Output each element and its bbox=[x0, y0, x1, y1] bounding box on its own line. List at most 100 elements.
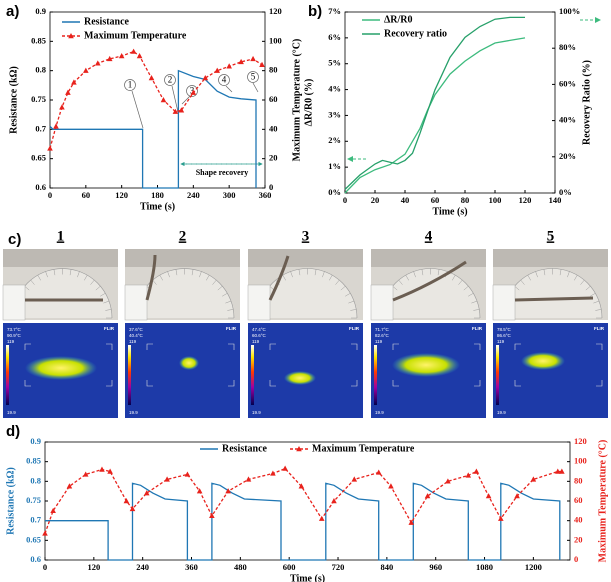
y-tick-label: 0.65 bbox=[31, 153, 46, 163]
scale-min: 19.9 bbox=[497, 410, 506, 415]
data-point bbox=[225, 488, 231, 494]
temp-reading: 47.4°C bbox=[252, 327, 267, 332]
series-line bbox=[344, 37, 526, 194]
y2-tick-label: 100 bbox=[269, 35, 282, 45]
protractor-tick bbox=[567, 271, 570, 278]
protractor-tick bbox=[314, 269, 317, 276]
data-point bbox=[94, 60, 101, 66]
scale-max: 119 bbox=[7, 339, 15, 344]
data-point bbox=[50, 507, 56, 514]
annotation: Shape recovery bbox=[196, 168, 249, 177]
data-point bbox=[298, 483, 305, 489]
annotation-texts: 1 2 3 4 5 Shape recovery bbox=[128, 72, 256, 177]
protractor-tick bbox=[580, 279, 585, 285]
color-bar bbox=[374, 345, 377, 405]
x-tick-label: 20 bbox=[371, 195, 380, 205]
protractor-tick bbox=[514, 286, 520, 291]
y2-tick-label: 40 bbox=[269, 123, 278, 133]
protractor-tick bbox=[543, 269, 546, 276]
data-point bbox=[514, 493, 520, 499]
y-tick-label: 0.85 bbox=[31, 35, 46, 45]
y2-tick-label: 60% bbox=[559, 78, 576, 88]
roi-frame bbox=[24, 343, 113, 387]
photo-wall bbox=[371, 249, 486, 267]
protractor-tick bbox=[574, 275, 578, 281]
scale-max: 119 bbox=[497, 339, 505, 344]
y2-tick-label: 120 bbox=[574, 436, 587, 446]
y-tick-label: 0.75 bbox=[31, 94, 46, 104]
protractor-tick bbox=[471, 300, 478, 304]
x-tick-label: 240 bbox=[136, 562, 149, 572]
protractor-tick bbox=[95, 286, 101, 291]
scale-min: 19.9 bbox=[375, 410, 384, 415]
photo-wall bbox=[248, 249, 363, 267]
data-point bbox=[99, 466, 105, 472]
color-bar bbox=[251, 345, 254, 405]
leader bbox=[131, 90, 144, 129]
leader bbox=[252, 82, 259, 93]
protractor-tick bbox=[468, 293, 474, 297]
data-point bbox=[270, 470, 276, 476]
x-tick-label: 0 bbox=[48, 190, 52, 200]
data-point bbox=[485, 493, 492, 499]
hot-spot bbox=[521, 352, 565, 370]
temp-reading: 78.5°C bbox=[497, 327, 512, 332]
data-point bbox=[214, 67, 221, 73]
y-tick-label: 7% bbox=[328, 6, 341, 16]
legend-label: Maximum Temperature bbox=[84, 30, 187, 41]
legend-marker bbox=[296, 446, 302, 452]
color-bar bbox=[128, 345, 131, 405]
y2-tick-label: 20 bbox=[269, 153, 278, 163]
protractor-tick bbox=[227, 309, 234, 311]
y2-tick-label: 60 bbox=[574, 495, 583, 505]
data-point bbox=[202, 75, 209, 81]
protractor-tick bbox=[329, 275, 333, 281]
annotation: 1 bbox=[128, 80, 133, 90]
roi-frame bbox=[514, 343, 603, 387]
y-tick-label: 0.7 bbox=[30, 515, 41, 525]
temp-reading: 60.6°C bbox=[252, 333, 267, 338]
x-tick-label: 60 bbox=[431, 195, 440, 205]
annotation: 3 bbox=[190, 86, 195, 96]
data-point bbox=[473, 468, 480, 474]
data-point bbox=[465, 472, 472, 478]
protractor-tick bbox=[167, 271, 170, 278]
y-tick-label: 0% bbox=[328, 187, 341, 197]
x-tick-label: 960 bbox=[429, 562, 442, 572]
protractor-tick bbox=[45, 271, 48, 278]
data-point bbox=[42, 530, 48, 536]
protractor-tick bbox=[413, 271, 416, 278]
clamp bbox=[492, 284, 516, 321]
annotation: 4 bbox=[222, 75, 227, 85]
annotations bbox=[124, 71, 263, 167]
protractor-tick bbox=[100, 293, 106, 297]
photo-wall bbox=[125, 249, 240, 267]
temp-reading: 73.7°C bbox=[7, 327, 22, 332]
data-point bbox=[226, 63, 232, 69]
x-tick-label: 100 bbox=[489, 195, 502, 205]
brand: FLIR bbox=[226, 326, 237, 331]
legend-label: Maximum Temperature bbox=[312, 443, 415, 454]
roi-frame bbox=[392, 343, 481, 387]
brand: FLIR bbox=[104, 326, 115, 331]
x-tick-label: 0 bbox=[43, 562, 47, 572]
protractor-tick bbox=[473, 309, 480, 311]
protractor-tick bbox=[405, 275, 409, 281]
photo-number: 4 bbox=[425, 228, 433, 244]
annotation: 2 bbox=[168, 75, 173, 85]
protractor-tick bbox=[69, 269, 72, 276]
protractor-tick bbox=[152, 279, 157, 285]
x-tick-label: 40 bbox=[401, 195, 410, 205]
roi-frame bbox=[146, 343, 235, 387]
x-tick-label: 600 bbox=[283, 562, 296, 572]
photo-number: 3 bbox=[302, 228, 310, 244]
protractor-tick bbox=[595, 309, 602, 311]
y-axis-title: ΔR/R0 (%) bbox=[303, 79, 314, 127]
clamp bbox=[2, 284, 26, 321]
y-tick-label: 0.9 bbox=[30, 436, 41, 446]
marker-circle bbox=[186, 85, 198, 97]
x-tick-label: 180 bbox=[151, 190, 164, 200]
protractor-tick bbox=[105, 309, 112, 311]
protractor-tick bbox=[77, 271, 80, 278]
